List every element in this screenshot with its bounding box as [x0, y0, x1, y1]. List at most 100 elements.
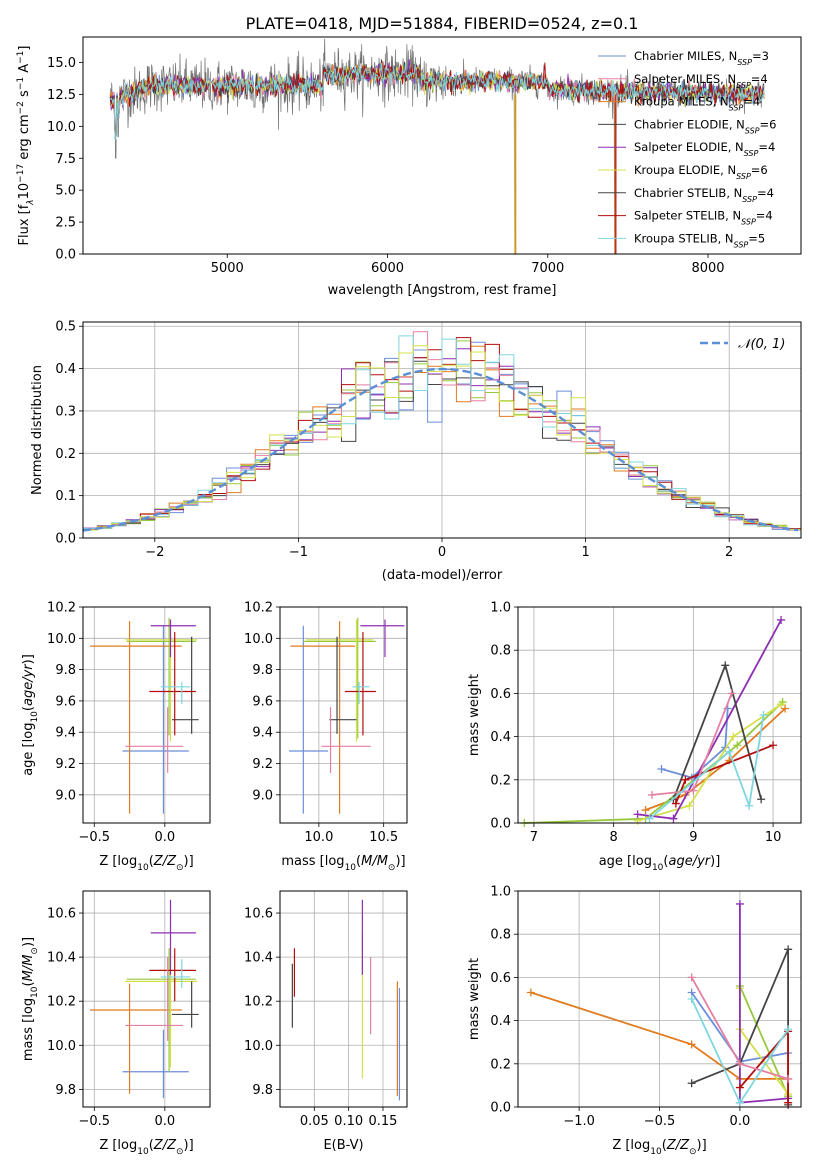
legend-name: Chabrier MILES — [634, 49, 721, 63]
x-tick-label: 1 — [581, 545, 589, 560]
legend-n-letter: , N — [726, 186, 742, 200]
x-tick-label: −1.0 — [563, 1114, 595, 1129]
legend-label: Salpeter ELODIE, NSSP=4 — [634, 140, 775, 158]
weight-point-marker — [735, 899, 744, 908]
weight-series-line — [645, 707, 786, 811]
legend-n: =4 — [743, 95, 760, 109]
legend-n: =3 — [752, 49, 769, 63]
weight-point-marker — [687, 995, 696, 1003]
figure-title: PLATE=0418, MJD=51884, FIBERID=0524, z=0… — [246, 14, 639, 33]
weight-point-marker — [735, 1098, 744, 1107]
label-part: age [log — [21, 723, 36, 776]
y-axis-label: mass weight — [467, 958, 482, 1040]
x-tick-label: −0.5 — [644, 1114, 676, 1129]
legend-sub: SSP — [742, 194, 757, 203]
legend-n: =4 — [756, 209, 773, 223]
weight-point-marker — [769, 741, 778, 750]
x-tick-label: 7000 — [531, 261, 564, 276]
legend-name: Kroupa STELIB — [634, 231, 718, 245]
x-tick-label: −0.5 — [78, 830, 110, 845]
y-tick-label: 9.8 — [55, 1083, 76, 1098]
y-label-part: ] — [17, 46, 32, 51]
legend-n: =6 — [760, 117, 777, 131]
y-label-part: −17 — [16, 164, 26, 183]
label-part: / — [675, 1138, 682, 1153]
label-part: Z [log — [612, 1138, 650, 1153]
label-part: / — [371, 854, 378, 869]
weight-point-marker — [633, 810, 642, 819]
x-tick-label: 10.0 — [304, 830, 333, 845]
weight-point-marker — [725, 747, 734, 756]
y-tick-label: 9.4 — [252, 726, 273, 741]
legend-n: =4 — [757, 186, 774, 200]
legend-n-letter: , N — [725, 209, 741, 223]
legend-name: Chabrier ELODIE — [634, 117, 729, 131]
weight-point-marker — [759, 711, 768, 719]
y-tick-label: 15.0 — [47, 56, 76, 71]
label-part: / — [21, 676, 36, 683]
y-tick-label: 10.2 — [244, 601, 273, 616]
weight-point-marker — [681, 775, 690, 784]
plot-frame — [82, 606, 211, 824]
x-tick-label: −1 — [289, 545, 308, 560]
label-part: Z — [153, 854, 164, 869]
x-tick-label: 9 — [689, 830, 697, 845]
y-tick-label: 9.4 — [55, 726, 76, 741]
y-tick-label: 0.0 — [55, 532, 76, 547]
x-tick-label: 0.0 — [730, 1114, 751, 1129]
label-part: ( — [149, 1138, 154, 1153]
x-axis-label: age [log10(age/yr)] — [599, 854, 721, 873]
label-part: / — [162, 854, 169, 869]
weight-point-marker — [685, 801, 694, 810]
plot-frame — [279, 606, 408, 824]
weight-point-marker — [784, 1074, 793, 1083]
y-tick-label: 9.8 — [252, 1083, 273, 1098]
x-tick-label: 0.05 — [300, 1114, 329, 1129]
weight-point-marker — [727, 689, 736, 698]
legend-n-letter: , N — [721, 49, 737, 63]
y-tick-label: 0.2 — [490, 773, 511, 788]
label-part: 10 — [137, 1147, 149, 1157]
weight-point-marker — [784, 1025, 793, 1034]
weight-series-line — [661, 708, 729, 779]
legend-n: =6 — [751, 163, 768, 177]
weight-series-line — [637, 703, 782, 822]
x-tick-label: 0.10 — [334, 1114, 363, 1129]
legend-n-letter: , N — [728, 140, 744, 154]
label-part: 10 — [650, 1147, 662, 1157]
label-part: )] — [710, 854, 720, 869]
legend-name: Kroupa ELODIE — [634, 163, 720, 177]
y-tick-label: 9.0 — [252, 788, 273, 803]
label-part: )] — [21, 654, 36, 664]
model-spectrum-line — [109, 62, 765, 140]
label-part: )] — [21, 937, 36, 947]
x-axis-label: mass [log10(M/M⊙)] — [281, 854, 405, 873]
legend-sub: SSP — [734, 240, 749, 249]
y-tick-label: 12.5 — [47, 88, 76, 103]
legend-n: =4 — [758, 140, 775, 154]
label-part: )] — [184, 854, 194, 869]
weight-point-marker — [784, 945, 793, 954]
legend-label: Chabrier ELODIE, NSSP=6 — [634, 117, 776, 135]
y-tick-label: 0.6 — [490, 687, 511, 702]
label-part: ⊙ — [388, 863, 396, 873]
weight-point-marker — [687, 1040, 696, 1049]
label-part: Z — [153, 1138, 164, 1153]
y-tick-label: 9.2 — [252, 757, 273, 772]
x-tick-label: 0.0 — [155, 830, 176, 845]
label-part: ( — [21, 981, 36, 986]
weight-point-marker — [657, 765, 666, 773]
y-tick-label: 10.2 — [244, 995, 273, 1010]
label-part: ⊙ — [689, 1147, 697, 1157]
y-tick-label: 0.4 — [490, 1014, 511, 1029]
y-tick-label: 9.6 — [55, 694, 76, 709]
mass-vs-z-panel: −0.5 0.09.810.010.210.410.6Z [log10(Z/Z⊙)… — [21, 890, 211, 1157]
legend-n-letter: , N — [718, 231, 734, 245]
y-tick-label: 9.8 — [55, 663, 76, 678]
legend-sub: SSP — [745, 126, 760, 135]
y-tick-label: 0.2 — [55, 447, 76, 462]
y-tick-label: 10.0 — [47, 632, 76, 647]
label-part: age — [21, 682, 36, 706]
